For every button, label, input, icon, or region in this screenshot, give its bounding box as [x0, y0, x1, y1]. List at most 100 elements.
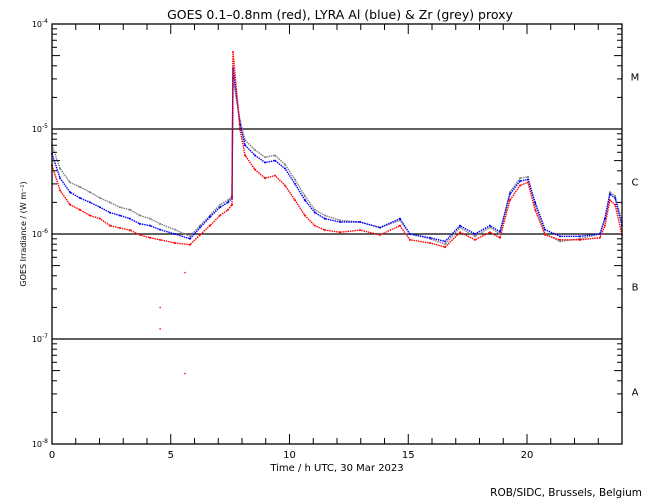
data-point: [138, 214, 141, 217]
data-point: [544, 233, 547, 236]
data-point: [303, 199, 306, 202]
data-point: [398, 217, 401, 220]
data-point: [198, 233, 201, 236]
data-point: [69, 203, 72, 206]
data-point: [293, 178, 296, 181]
data-point: [254, 154, 257, 157]
data-point: [138, 233, 141, 236]
data-point: [429, 236, 432, 239]
data-point: [444, 243, 447, 246]
data-point: [79, 186, 82, 189]
data-point: [174, 233, 177, 235]
data-point: [159, 238, 162, 241]
flare-class-label-m: M: [631, 73, 640, 84]
data-point: [378, 226, 381, 229]
data-point: [108, 201, 111, 204]
data-point: [226, 199, 229, 202]
data-point: [498, 230, 501, 233]
data-point: [174, 242, 177, 245]
y-axis-label: GOES Irradiance / (W m⁻²): [19, 181, 28, 286]
data-point: [508, 193, 511, 196]
data-point: [89, 201, 91, 204]
data-point: [218, 203, 221, 206]
data-point: [283, 184, 286, 187]
class-boundary-lines: [52, 128, 622, 340]
flare-class-label-c: C: [632, 178, 639, 189]
data-point: [274, 159, 277, 162]
data-point: [459, 231, 462, 234]
data-point: [429, 242, 432, 245]
flare-class-label-a: A: [632, 388, 639, 399]
y-tick-label: 10-6: [32, 228, 48, 239]
data-point: [614, 195, 617, 198]
data-point: [473, 238, 476, 241]
data-point: [98, 217, 101, 220]
y-tick-label: 10-8: [32, 438, 48, 449]
data-point: [559, 240, 562, 243]
data-point: [69, 181, 72, 184]
data-point: [118, 206, 121, 209]
data-point: [264, 156, 267, 159]
data-point: [254, 168, 257, 171]
data-point: [79, 208, 82, 211]
series-line-lyra-zr-proxy: [51, 78, 623, 246]
data-point: [498, 236, 501, 239]
outlier-point: [159, 328, 161, 330]
data-point: [608, 191, 611, 194]
data-point: [303, 214, 306, 217]
data-point: [244, 144, 247, 147]
data-point: [313, 211, 316, 214]
data-point: [488, 224, 491, 227]
data-point: [293, 182, 296, 185]
series-goes-0-1-0-8nm: [51, 51, 623, 249]
data-point: [339, 231, 342, 234]
chart-title: GOES 0.1–0.8nm (red), LYRA Al (blue) & Z…: [167, 7, 513, 22]
data-point: [208, 216, 211, 219]
data-point: [149, 224, 152, 227]
flare-class-labels: M C B A: [631, 73, 640, 399]
x-tick-label: 0: [49, 450, 55, 461]
data-point: [323, 229, 326, 232]
data-point: [128, 217, 131, 220]
data-point: [198, 224, 201, 227]
data-point: [444, 240, 447, 243]
data-point: [226, 201, 229, 204]
data-point: [218, 206, 221, 209]
data-point: [598, 233, 601, 235]
data-point: [559, 235, 562, 238]
y-tick-label: 10-5: [32, 123, 48, 134]
data-point: [398, 224, 401, 227]
data-point: [544, 228, 547, 231]
data-point: [339, 219, 342, 222]
data-point: [118, 214, 121, 217]
data-point: [274, 154, 277, 157]
data-point: [138, 222, 141, 225]
data-point: [578, 238, 581, 241]
data-point: [226, 208, 229, 211]
series-layer: [51, 51, 623, 375]
data-point: [459, 224, 462, 227]
data-point: [218, 214, 221, 217]
axis-ticks: [51, 24, 623, 444]
data-point: [254, 149, 257, 152]
data-point: [578, 235, 581, 238]
data-point: [359, 229, 362, 232]
x-tick-label: 10: [283, 450, 296, 461]
data-point: [174, 228, 177, 231]
data-point: [198, 226, 201, 229]
data-point: [303, 195, 306, 198]
data-point: [244, 154, 247, 157]
data-point: [473, 235, 476, 238]
data-point: [128, 208, 131, 211]
x-tick-labels: 0 5 10 15 20: [49, 450, 534, 461]
data-point: [59, 189, 62, 192]
data-point: [608, 193, 611, 196]
data-point: [208, 224, 211, 227]
data-point: [519, 177, 522, 180]
data-point: [603, 224, 606, 227]
data-point: [378, 233, 381, 236]
data-point: [614, 197, 617, 200]
series-line-goes-0-1-0-8nm: [51, 52, 623, 248]
data-point: [98, 197, 101, 200]
data-point: [239, 128, 242, 131]
